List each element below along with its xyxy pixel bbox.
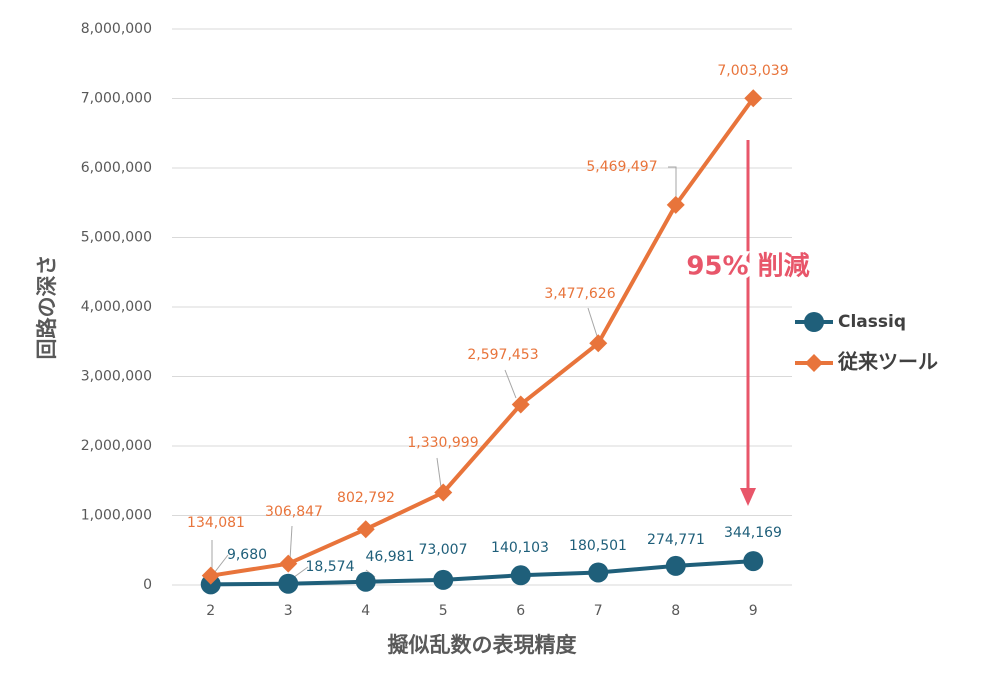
y-tick-label: 5,000,000: [81, 230, 152, 246]
y-tick-label: 0: [143, 577, 152, 593]
y-axis-label: 回路の深さ: [35, 255, 59, 360]
legend-label: Classiq: [838, 312, 906, 332]
annotation: 95% 削減: [686, 252, 809, 282]
point: [666, 195, 685, 214]
data-label: 5,469,497: [586, 159, 657, 175]
x-tick-label: 5: [439, 603, 448, 619]
annotation-arrowhead: [740, 488, 756, 506]
data-label: 7,003,039: [717, 63, 788, 79]
y-tick-label: 8,000,000: [81, 21, 152, 37]
data-label: 180,501: [569, 538, 627, 554]
y-tick-label: 3,000,000: [81, 369, 152, 385]
data-label: 73,007: [419, 542, 468, 558]
data-label: 9,680: [227, 547, 267, 563]
x-tick-label: 4: [361, 603, 370, 619]
legend-label: 従来ツール: [837, 350, 938, 374]
point: [743, 551, 764, 572]
series-line: [210, 559, 754, 587]
point: [589, 334, 608, 353]
data-label: 2,597,453: [467, 347, 538, 363]
leader-line: [504, 369, 517, 399]
point: [356, 520, 375, 539]
point: [588, 562, 609, 583]
point: [744, 89, 763, 108]
data-label: 140,103: [491, 540, 549, 556]
data-label: 306,847: [265, 504, 323, 520]
x-tick-label: 2: [206, 603, 215, 619]
data-label: 344,169: [724, 525, 782, 541]
point: [279, 554, 298, 573]
y-tick-label: 7,000,000: [81, 91, 152, 107]
leader-line: [436, 457, 442, 488]
data-label: 134,081: [187, 515, 245, 531]
data-label: 18,574: [306, 559, 355, 575]
y-tick-label: 4,000,000: [81, 299, 152, 315]
point: [434, 483, 453, 502]
y-tick-label: 2,000,000: [81, 438, 152, 454]
leader-line: [587, 307, 598, 337]
x-axis-label: 擬似乱数の表現精度: [388, 633, 577, 657]
x-tick-label: 8: [671, 603, 680, 619]
x-tick-label: 6: [516, 603, 525, 619]
data-label: 1,330,999: [407, 435, 478, 451]
data-label: 274,771: [647, 532, 705, 548]
leader-line: [668, 166, 677, 200]
x-tick-label: 9: [749, 603, 758, 619]
legend-marker: [804, 312, 824, 332]
point: [665, 555, 686, 576]
x-tick-label: 3: [284, 603, 293, 619]
y-tick-label: 1,000,000: [81, 508, 152, 524]
point: [201, 566, 220, 585]
y-tick-label: 6,000,000: [81, 160, 152, 176]
leader-line: [289, 525, 293, 561]
point: [433, 569, 454, 590]
series-line: [210, 97, 755, 578]
data-label: 3,477,626: [544, 286, 615, 302]
x-tick-label: 7: [594, 603, 603, 619]
point: [510, 565, 531, 586]
data-label: 802,792: [337, 490, 395, 506]
point: [355, 571, 376, 592]
legend-marker: [805, 354, 823, 372]
point: [511, 395, 530, 414]
data-label: 46,981: [366, 549, 415, 565]
point: [278, 573, 299, 594]
